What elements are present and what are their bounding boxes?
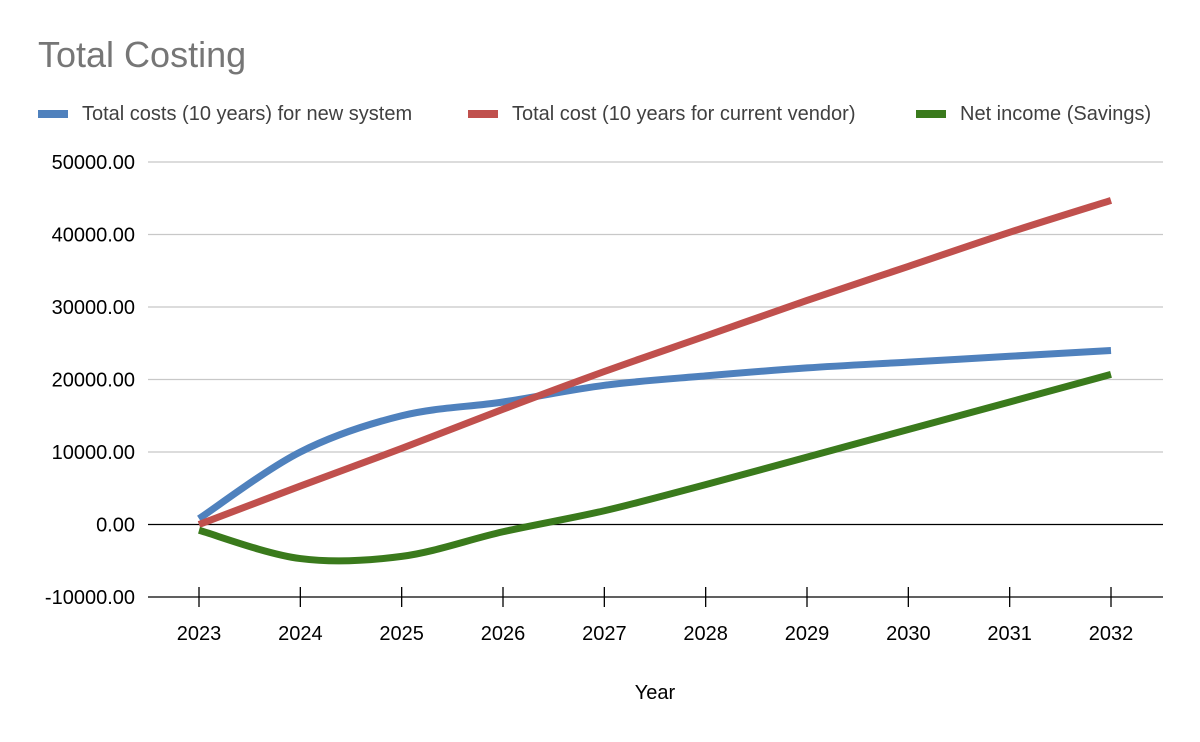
legend-label-new-system: Total costs (10 years) for new system xyxy=(82,102,413,125)
legend-item-net-income: Net income (Savings) xyxy=(916,100,1151,128)
y-tick-label: 50000.00 xyxy=(52,152,135,174)
legend-swatch-current-vendor xyxy=(468,110,498,118)
series-line-new-system xyxy=(197,347,1112,522)
x-tick-label: 2023 xyxy=(177,623,222,645)
x-tick-label: 2027 xyxy=(582,623,627,645)
legend: Total costs (10 years) for new system To… xyxy=(38,100,1168,128)
legend-label-net-income: Net income (Savings) xyxy=(960,102,1152,125)
axes xyxy=(148,523,1163,607)
legend-item-new-system: Total costs (10 years) for new system xyxy=(38,100,412,128)
y-tick-label: 0.00 xyxy=(96,515,135,537)
gridlines xyxy=(148,161,1163,453)
chart-title: Total Costing xyxy=(38,34,247,75)
x-tick-label: 2032 xyxy=(1089,623,1134,645)
y-tick-label: 40000.00 xyxy=(52,225,135,247)
legend-item-current-vendor: Total cost (10 years for current vendor) xyxy=(468,100,855,128)
y-tick-label: -10000.00 xyxy=(45,587,135,609)
x-tick-label: 2024 xyxy=(278,623,323,645)
x-tick-label: 2030 xyxy=(886,623,931,645)
x-tick-label: 2026 xyxy=(481,623,526,645)
series-lines xyxy=(197,197,1113,565)
x-tick-label: 2025 xyxy=(379,623,424,645)
y-tick-label: 10000.00 xyxy=(52,442,135,464)
legend-label-current-vendor: Total cost (10 years for current vendor) xyxy=(512,102,856,125)
legend-swatch-new-system xyxy=(38,110,68,118)
x-axis-label: Year xyxy=(635,682,676,704)
series-line-current-vendor xyxy=(197,197,1113,528)
legend-swatch-net-income xyxy=(916,110,946,118)
x-tick-label: 2031 xyxy=(987,623,1032,645)
tick-labels: 50000.00 40000.00 30000.00 20000.00 10000.00… xyxy=(45,152,1133,645)
x-tick-label: 2028 xyxy=(683,623,728,645)
y-tick-label: 20000.00 xyxy=(52,370,135,392)
y-tick-label: 30000.00 xyxy=(52,297,135,319)
x-tick-label: 2029 xyxy=(785,623,830,645)
series-line-net-income xyxy=(198,371,1112,565)
